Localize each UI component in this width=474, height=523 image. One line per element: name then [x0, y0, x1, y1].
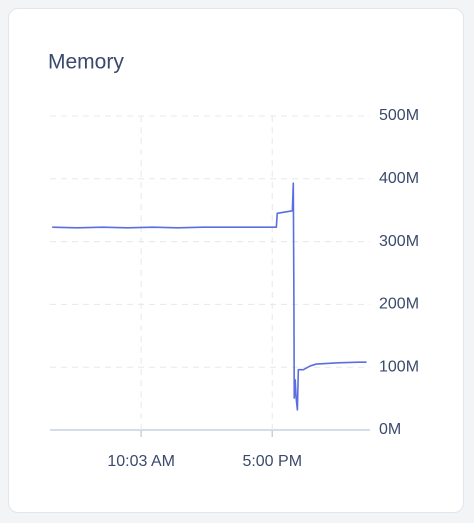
y-tick-label: 200M	[379, 296, 419, 313]
card	[8, 8, 464, 513]
y-tick-label: 300M	[379, 233, 419, 250]
y-tick-label: 0M	[379, 421, 401, 438]
line	[52, 182, 367, 411]
y-tick-label: 500M	[379, 107, 419, 124]
y-tick-label: 400M	[379, 170, 419, 187]
y-tick-label: 100M	[379, 358, 419, 375]
chart-title: Memory	[48, 51, 124, 74]
x-tick-label: 5:00 PM	[242, 453, 302, 470]
x-tick-label: 10:03 AM	[107, 453, 175, 470]
